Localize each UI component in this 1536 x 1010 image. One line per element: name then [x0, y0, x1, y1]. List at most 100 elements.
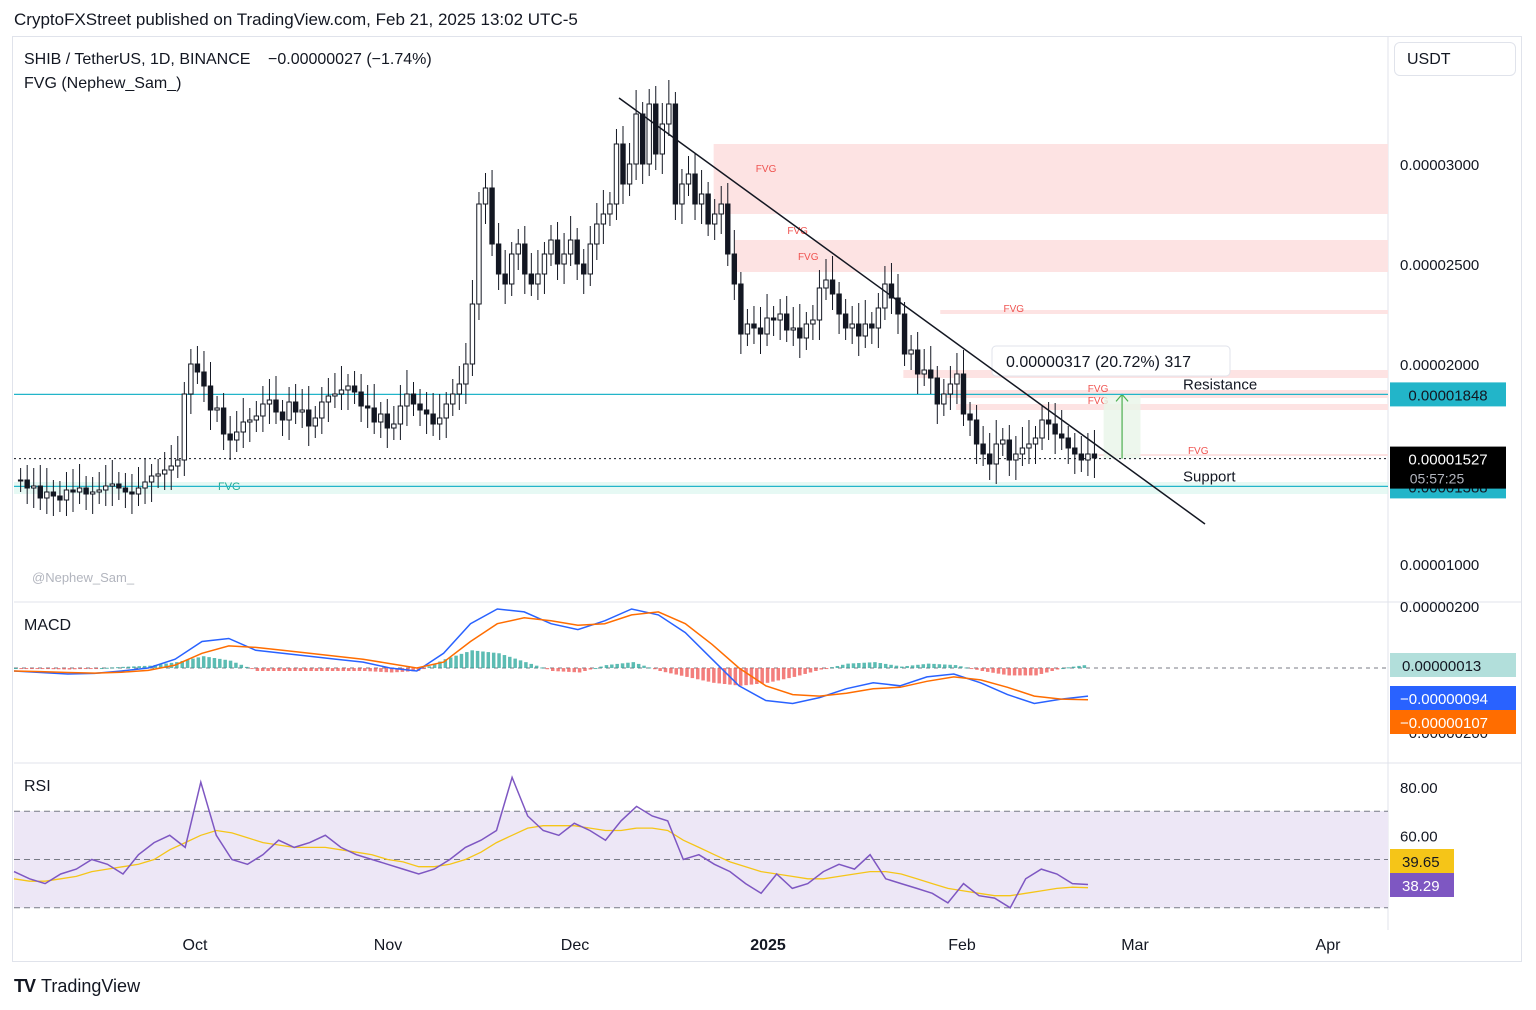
candle-body [784, 313, 790, 331]
macd-histogram-bar [164, 663, 168, 669]
macd-histogram-bar [540, 667, 544, 669]
rsi-value: 39.65 [1402, 854, 1440, 871]
macd-histogram-bar [658, 668, 662, 671]
macd-histogram-bar [357, 668, 362, 671]
macd-histogram-bar [185, 659, 190, 669]
rsi-tick: 60.00 [1400, 828, 1438, 845]
macd-histogram-bar [900, 666, 904, 669]
candle-body [1052, 423, 1058, 435]
candle-body [351, 385, 358, 393]
currency-selector-button[interactable]: USDT [1394, 42, 1516, 76]
candle-body [908, 349, 914, 355]
macd-histogram-bar [411, 668, 415, 672]
candle-body [358, 391, 364, 407]
macd-histogram-bar [765, 668, 770, 683]
macd-histogram-bar [309, 668, 313, 671]
candle-body [842, 313, 849, 329]
macd-histogram-bar [158, 664, 163, 669]
macd-histogram-bar [1034, 668, 1038, 676]
macd-histogram-bar [497, 653, 501, 669]
macd-histogram-bar [921, 664, 926, 669]
candle-body [541, 253, 548, 275]
candle-body [489, 187, 495, 245]
candle-body [810, 319, 816, 325]
macd-histogram-bar [116, 667, 120, 669]
macd-histogram-bar [132, 666, 136, 669]
candle-body [797, 327, 803, 339]
macd-histogram-bar [508, 656, 512, 669]
candle-body [1045, 419, 1052, 425]
macd-histogram-bar [1018, 668, 1022, 676]
candle-body [456, 383, 463, 395]
rsi-tick: 80.00 [1400, 780, 1438, 797]
candle-body [463, 363, 469, 385]
candle-body [947, 383, 954, 395]
macd-histogram-bar [121, 666, 125, 669]
candle-body [181, 393, 188, 461]
candle-body [548, 239, 554, 255]
macd-histogram-bar [40, 668, 45, 670]
candle-body [214, 407, 220, 411]
candle-body [430, 413, 436, 425]
macd-histogram-bar [1045, 668, 1049, 673]
macd-histogram-bar [857, 663, 861, 669]
candle-body [109, 483, 116, 487]
candle-body [1058, 433, 1065, 439]
macd-histogram-bar [878, 663, 883, 669]
macd-histogram-bar [669, 668, 673, 674]
macd-histogram-bar [824, 668, 829, 670]
rsi-ma-badge [1390, 849, 1454, 873]
macd-histogram-value: 0.00000013 [1402, 658, 1481, 675]
macd-histogram-bar [937, 664, 942, 669]
candle-body [410, 393, 417, 405]
candle-body [574, 239, 580, 265]
macd-histogram-bar [647, 667, 652, 669]
macd-histogram-bar [760, 668, 764, 684]
fvg-label: FVG [1088, 384, 1109, 395]
macd-histogram-bar [969, 668, 974, 670]
candle-body [653, 103, 659, 155]
candle-body [299, 409, 305, 413]
fvg-zone-bearish [956, 404, 1388, 410]
candle-body [744, 323, 751, 335]
candle-body [292, 401, 299, 413]
candle-body [378, 413, 384, 423]
macd-histogram-bar [873, 662, 877, 669]
candle-body [921, 369, 927, 375]
price-change: −0.00000027 (−1.74%) [268, 51, 432, 68]
candle-body [954, 373, 960, 385]
macd-histogram-bar [1002, 668, 1006, 675]
candle-body [469, 303, 476, 365]
candle-body [404, 393, 410, 407]
candle-body [44, 491, 50, 499]
macd-histogram-bar [277, 668, 281, 671]
tradingview-footer[interactable]: TV TradingView [14, 976, 140, 997]
price-tick: 0.00003000 [1400, 157, 1479, 174]
current-price-text: 0.00001527 [1408, 452, 1487, 469]
candle-body [698, 193, 705, 205]
publish-header: CryptoFXStreet published on TradingView.… [14, 10, 578, 29]
macd-histogram-bar [798, 668, 802, 676]
candle-body [1072, 447, 1078, 455]
candle-body [201, 371, 207, 387]
macd-histogram-bar [755, 668, 759, 684]
macd-histogram-bar [674, 668, 679, 675]
macd-histogram-bar [840, 664, 845, 669]
candle-body [122, 487, 129, 493]
macd-histogram-bar [261, 668, 265, 671]
macd-histogram-bar [513, 658, 517, 669]
candle-body [37, 485, 43, 499]
candle-body [581, 263, 587, 275]
macd-histogram-bar [985, 668, 990, 672]
macd-histogram-bar [615, 663, 619, 669]
watermark: @Nephew_Sam_ [32, 570, 135, 585]
macd-histogram-bar [287, 668, 292, 671]
macd-histogram-bar [94, 668, 99, 670]
macd-label: MACD [24, 617, 71, 634]
fvg-label: FVG [1003, 304, 1024, 315]
candle-body [24, 479, 30, 489]
candle-body [980, 443, 986, 455]
fvg-zone-bearish [1098, 454, 1388, 456]
candle-body [247, 419, 253, 423]
